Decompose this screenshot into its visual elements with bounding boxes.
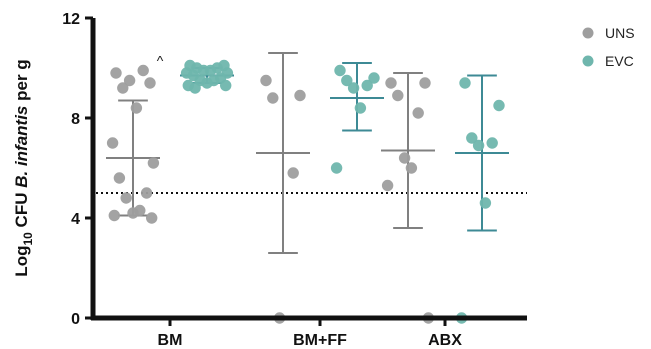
data-point-evc bbox=[204, 64, 217, 77]
data-point-uns bbox=[260, 74, 272, 87]
data-point-uns bbox=[287, 167, 299, 179]
y-axis-label-italic: B. infantis bbox=[12, 106, 31, 188]
data-point-uns bbox=[120, 192, 132, 204]
data-point-uns bbox=[106, 137, 119, 149]
data-point-uns bbox=[113, 172, 126, 184]
data-point-evc bbox=[479, 197, 492, 209]
y-tick-label: 4 bbox=[71, 211, 80, 228]
legend-label-evc: EVC bbox=[605, 53, 634, 69]
significance-annotation: ^ bbox=[157, 53, 164, 69]
data-point-uns bbox=[140, 187, 153, 199]
data-point-uns bbox=[144, 77, 156, 89]
y-tick-label: 12 bbox=[62, 11, 80, 28]
data-point-uns bbox=[117, 82, 129, 94]
data-point-evc bbox=[330, 162, 343, 174]
data-point-uns bbox=[108, 209, 121, 222]
data-point-uns bbox=[110, 67, 122, 79]
x-category-label: BM bbox=[158, 332, 183, 349]
data-points-layer bbox=[106, 59, 505, 324]
legend-marker-evc bbox=[582, 55, 594, 67]
data-point-evc bbox=[220, 79, 232, 92]
data-point-uns bbox=[137, 64, 149, 77]
y-axis-label-suffix: per g bbox=[12, 59, 31, 105]
legend: UNS EVC bbox=[582, 25, 635, 69]
y-axis-label: Log10 CFU B. infantis per g bbox=[12, 59, 35, 276]
x-category-label: BM+FF bbox=[293, 332, 347, 349]
data-point-evc bbox=[341, 74, 353, 87]
data-point-evc bbox=[466, 132, 478, 144]
x-category-label: ABX bbox=[428, 332, 462, 349]
data-point-uns bbox=[130, 102, 143, 114]
data-point-uns bbox=[419, 77, 431, 89]
data-point-evc bbox=[486, 137, 498, 149]
y-axis-label-prefix: Log bbox=[12, 246, 31, 277]
y-tick-label: 0 bbox=[71, 311, 80, 328]
data-point-evc bbox=[361, 79, 373, 92]
y-tick-label: 8 bbox=[71, 111, 80, 128]
data-point-uns bbox=[412, 107, 424, 119]
data-point-evc bbox=[493, 99, 505, 112]
summary-bars-layer bbox=[106, 52, 509, 254]
data-point-uns bbox=[147, 157, 160, 169]
data-point-uns bbox=[385, 77, 397, 89]
data-point-evc bbox=[459, 77, 471, 89]
data-point-uns bbox=[392, 89, 404, 102]
data-point-evc bbox=[472, 139, 485, 152]
data-point-uns bbox=[267, 92, 279, 104]
data-point-uns bbox=[294, 89, 306, 102]
y-axis-label-subscript: 10 bbox=[21, 232, 35, 246]
data-point-uns bbox=[146, 212, 158, 224]
data-point-uns bbox=[127, 207, 139, 219]
data-point-evc bbox=[334, 64, 346, 77]
data-point-evc bbox=[354, 102, 367, 114]
data-point-evc bbox=[347, 82, 360, 94]
legend-marker-uns bbox=[582, 27, 594, 39]
y-axis-label-middle: CFU bbox=[12, 188, 31, 232]
data-point-uns bbox=[405, 162, 418, 174]
legend-label-uns: UNS bbox=[605, 25, 635, 41]
data-point-uns bbox=[398, 152, 411, 164]
data-point-evc bbox=[201, 77, 213, 89]
data-point-evc bbox=[189, 82, 201, 94]
data-point-evc bbox=[368, 72, 380, 84]
data-point-uns bbox=[381, 179, 394, 192]
data-point-uns bbox=[123, 74, 136, 87]
axes-layer: 0 4 8 12 BM BM+FF ABX bbox=[62, 11, 527, 349]
